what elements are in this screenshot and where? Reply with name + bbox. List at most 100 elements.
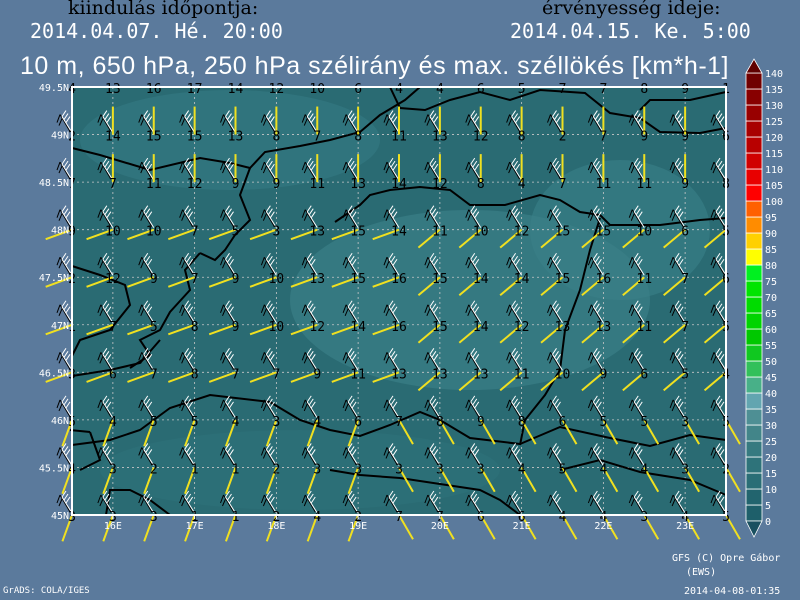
barb-10m: [622, 276, 645, 296]
barb-10m: [224, 514, 237, 542]
barb-250hpa: [470, 110, 482, 133]
gust-value: 5: [232, 225, 240, 240]
gust-value: 6: [354, 82, 362, 97]
gust-value: 14: [391, 225, 407, 240]
gust-value: 16: [596, 272, 612, 287]
barb-250hpa: [225, 395, 236, 419]
colorbar-segment: [745, 472, 763, 490]
barb-650hpa: [97, 256, 112, 275]
barb-250hpa: [306, 205, 318, 228]
wind-barb-group: 7: [599, 82, 607, 97]
colorbar-segment: [745, 360, 763, 378]
barb-10m: [398, 466, 414, 493]
gust-value: 5: [191, 415, 199, 430]
barb-650hpa: [669, 494, 684, 513]
barb-250hpa: [715, 110, 727, 133]
barb-650hpa: [179, 114, 194, 132]
barb-10m: [331, 323, 359, 336]
barb-10m: [398, 514, 414, 540]
barb-10m: [622, 324, 645, 344]
barb-10m: [45, 276, 73, 288]
barb-250hpa: [184, 110, 196, 133]
barb-250hpa: [592, 110, 604, 133]
barb-250hpa: [592, 395, 604, 419]
barb-650hpa: [547, 447, 561, 465]
barb-650hpa: [383, 114, 398, 132]
wind-barb-group: 13: [372, 348, 407, 383]
wind-barb-group: 11: [301, 154, 325, 192]
barb-250hpa: [184, 348, 196, 371]
barb-650hpa: [465, 304, 480, 323]
barb-650hpa: [342, 494, 357, 513]
gust-value: 6: [477, 82, 485, 97]
wind-barb-group: 2: [138, 443, 158, 495]
wind-barb-group: 5: [208, 205, 240, 241]
wind-barb-group: 11: [628, 154, 652, 192]
wind-barb-group: 5: [518, 82, 526, 97]
gust-value: 12: [514, 320, 530, 335]
wind-barb-group: 15: [540, 252, 570, 296]
barb-10m: [458, 324, 482, 344]
barb-250hpa: [552, 490, 563, 514]
barb-650hpa: [547, 304, 561, 323]
barb-250hpa: [511, 157, 523, 181]
barb-250hpa: [511, 443, 523, 466]
barb-250hpa: [347, 348, 359, 371]
gust-value: 11: [391, 130, 407, 145]
wind-barb-group: 3: [628, 490, 660, 540]
barb-650hpa: [260, 352, 275, 370]
barb-10m: [602, 466, 619, 493]
wind-barb-group: 13: [290, 252, 325, 288]
barb-650hpa: [301, 447, 316, 465]
gust-value: 16: [391, 272, 407, 287]
colorbar-label: 120: [765, 133, 783, 144]
barb-250hpa: [184, 443, 196, 466]
barb-250hpa: [225, 252, 236, 276]
barb-10m: [184, 514, 196, 542]
barb-250hpa: [388, 490, 400, 514]
barb-10m: [86, 228, 114, 241]
colorbar-segment: [745, 200, 763, 218]
wind-barb-group: 9: [669, 106, 689, 145]
barb-250hpa: [552, 348, 563, 371]
wind-barb-group: 12: [499, 205, 529, 249]
barb-650hpa: [179, 447, 194, 465]
barb-10m: [520, 514, 537, 540]
barb-250hpa: [265, 157, 277, 181]
colorbar-segment: [745, 296, 763, 314]
barb-250hpa: [225, 348, 236, 371]
wind-barb-group: 8: [506, 106, 526, 145]
colorbar-label: 30: [765, 421, 777, 432]
barb-10m: [102, 467, 114, 495]
barb-650hpa: [547, 352, 561, 370]
barb-250hpa: [715, 443, 727, 466]
gust-value: 11: [309, 177, 325, 192]
wind-barb-group: 5: [547, 443, 578, 493]
barb-650hpa: [547, 494, 561, 513]
gust-value: 4: [109, 415, 117, 430]
wind-barb-group: 3: [249, 205, 280, 241]
gust-value: 5: [518, 82, 526, 97]
wind-barb-group: 5: [179, 395, 199, 447]
barb-650hpa: [97, 352, 112, 370]
gust-value: 13: [391, 367, 407, 382]
barb-250hpa: [143, 395, 155, 419]
barb-250hpa: [674, 443, 686, 466]
wind-barb-group: 15: [331, 252, 366, 288]
gust-value: 14: [105, 130, 121, 145]
gust-value: 10: [309, 82, 325, 97]
barb-10m: [540, 324, 564, 344]
gust-value: 15: [432, 272, 448, 287]
gust-value: 10: [555, 367, 571, 382]
country-border: [559, 458, 727, 496]
wind-barb-group: 6: [86, 348, 117, 383]
barb-650hpa: [342, 352, 357, 370]
barb-10m: [458, 228, 482, 249]
barb-250hpa: [552, 252, 563, 276]
barb-250hpa: [306, 252, 318, 276]
barb-250hpa: [592, 205, 604, 228]
barb-250hpa: [225, 300, 236, 324]
gust-value: 13: [350, 177, 366, 192]
barb-10m: [703, 276, 727, 296]
barb-250hpa: [306, 110, 318, 133]
